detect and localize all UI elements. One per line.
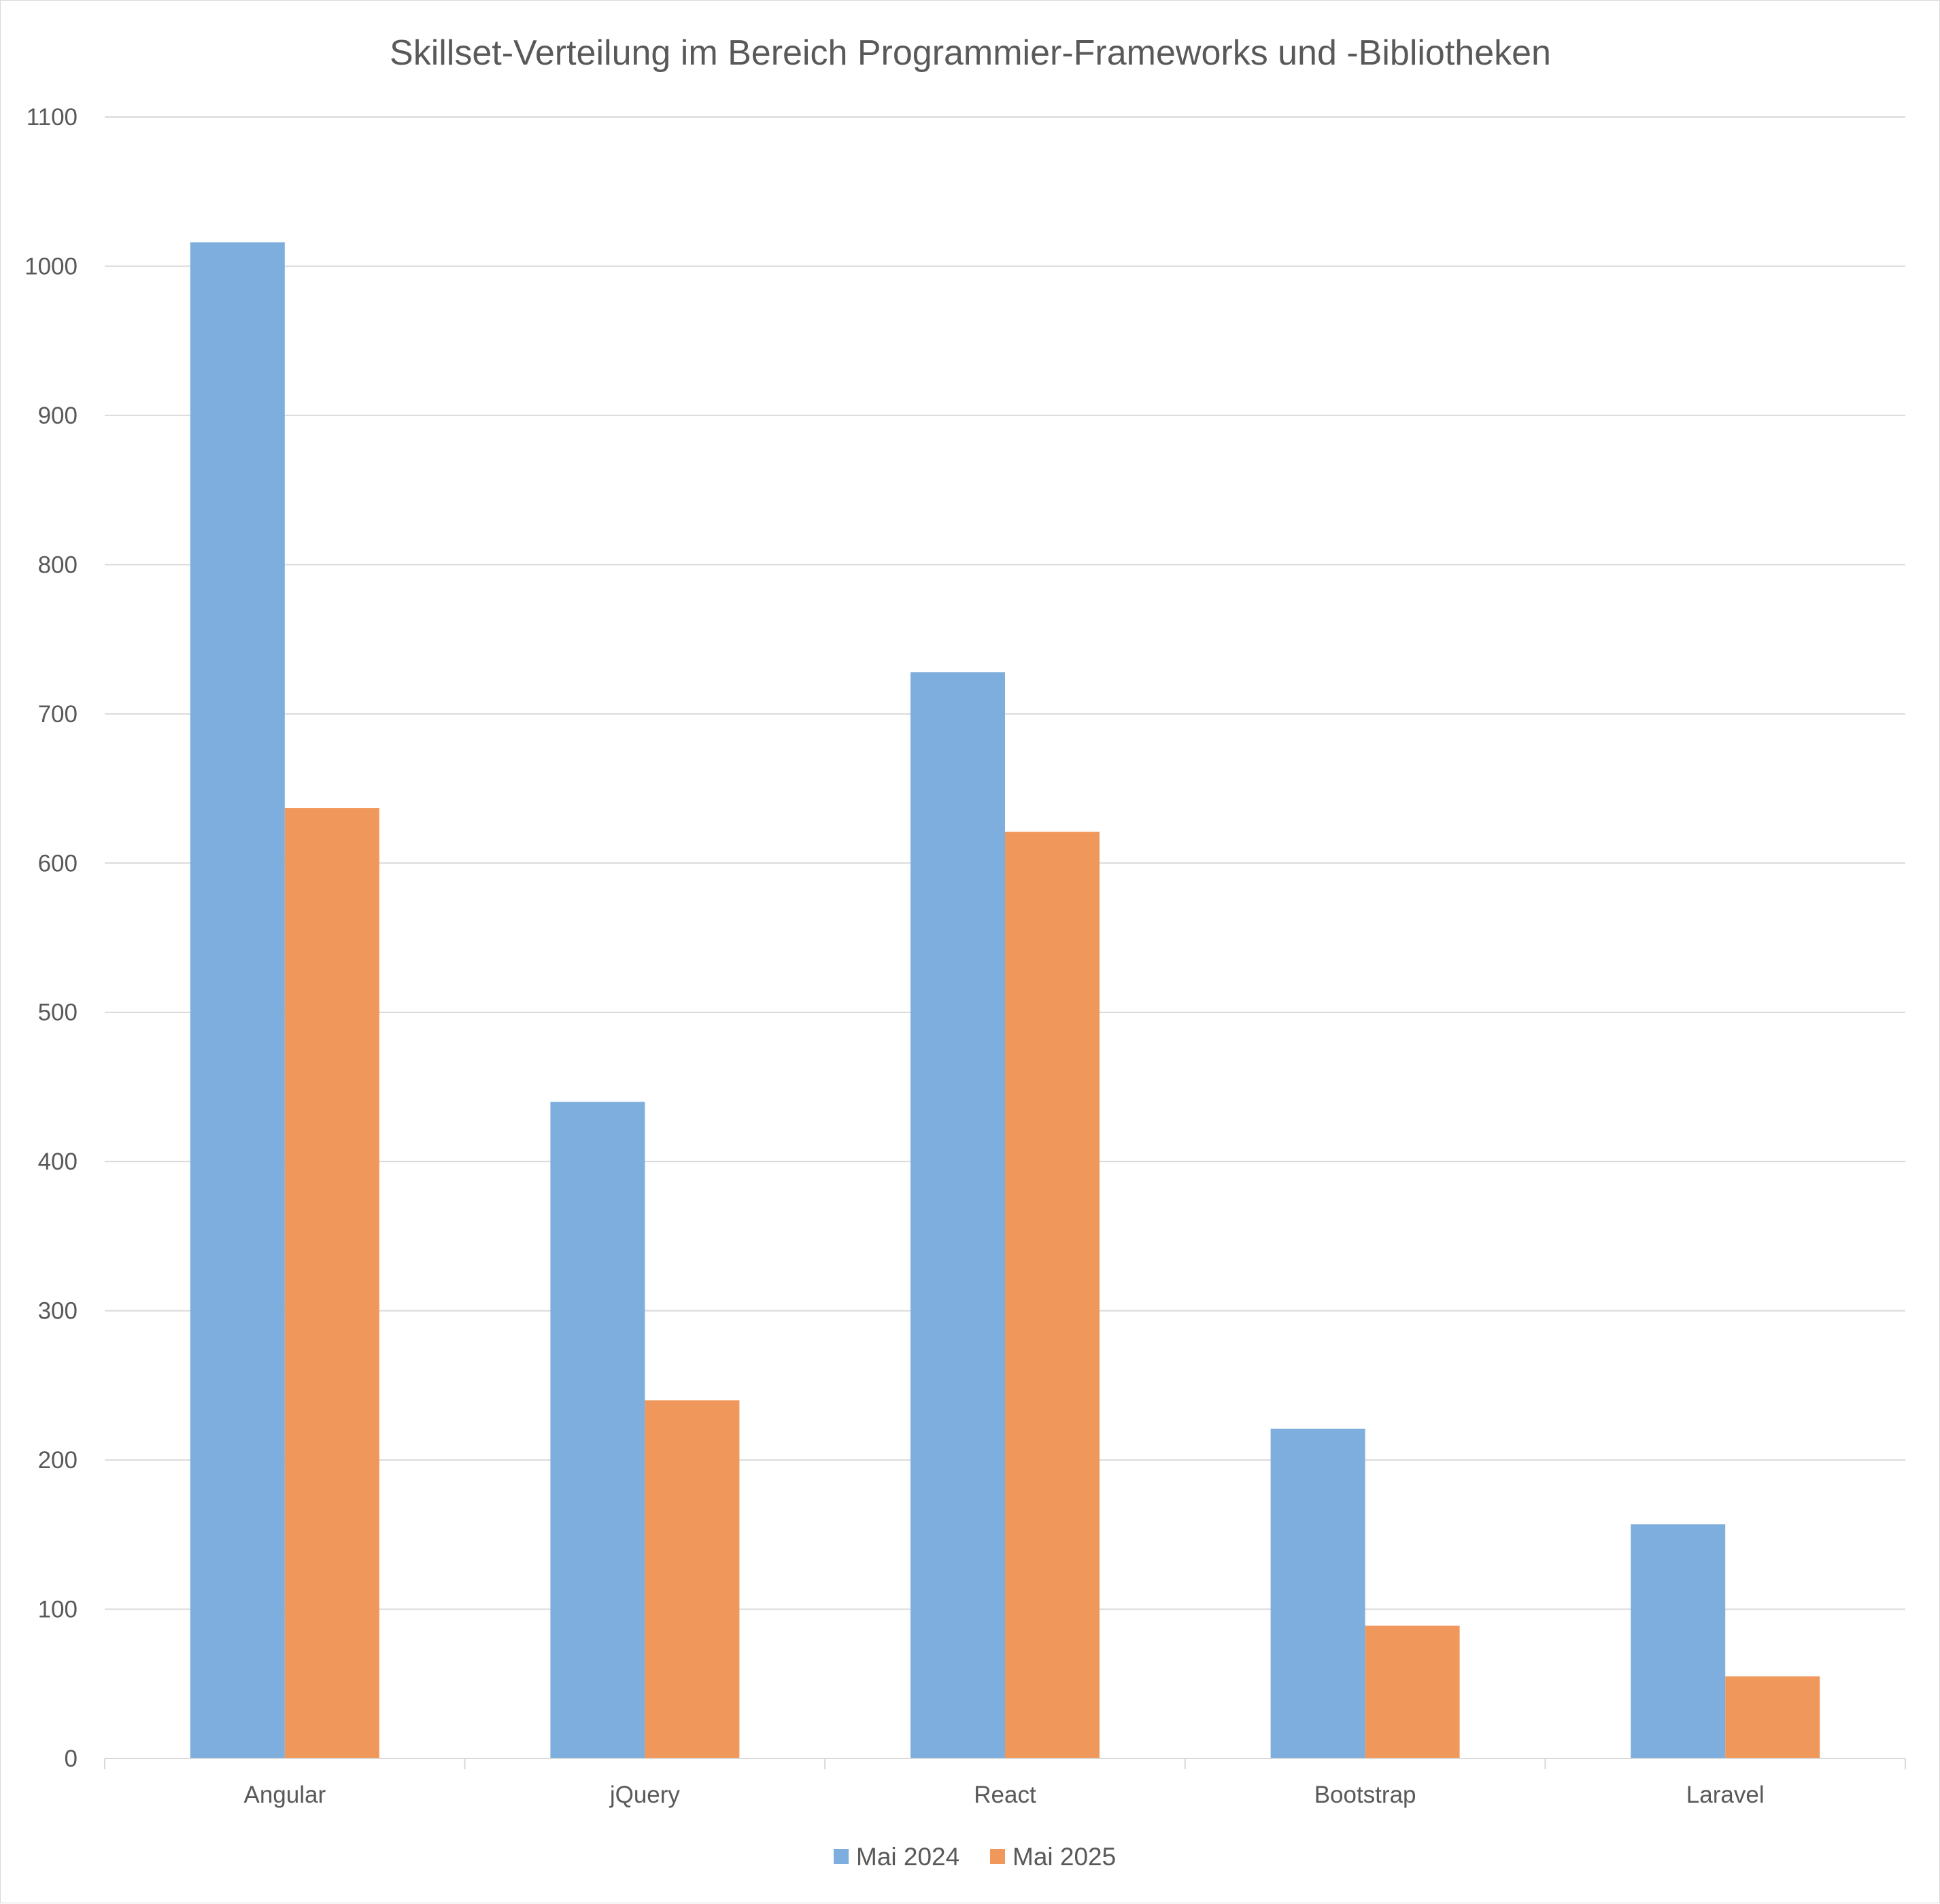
bar-bootstrap-mai-2025 [1365,1625,1460,1758]
bar-angular-mai-2024 [190,242,285,1759]
x-tick-label: Angular [243,1782,326,1808]
legend-label: Mai 2024 [856,1843,959,1871]
bars [190,242,1820,1759]
bar-react-mai-2025 [1005,832,1100,1758]
y-axis: 0 100 200 300 400 500 600 700 800 900 1000 1100 [24,104,78,1772]
y-tick-label: 700 [38,701,78,728]
y-tick-label: 0 [65,1746,78,1772]
bar-jquery-mai-2024 [550,1102,645,1758]
chart-title: Skillset-Verteilung im Bereich Programmi… [390,33,1551,73]
bar-react-mai-2024 [911,672,1005,1759]
x-tick-label: React [974,1782,1036,1808]
y-tick-label: 900 [38,403,78,429]
y-tick-label: 600 [38,850,78,877]
bar-jquery-mai-2025 [645,1400,740,1758]
x-tick-label: Laravel [1686,1782,1765,1808]
y-tick-label: 400 [38,1149,78,1175]
y-tick-label: 800 [38,551,78,578]
y-tick-label: 200 [38,1447,78,1474]
x-tick-label: Bootstrap [1314,1782,1416,1808]
bar-bootstrap-mai-2024 [1270,1429,1365,1758]
bar-angular-mai-2025 [284,808,379,1758]
legend-swatch [834,1849,849,1864]
y-tick-label: 500 [38,1000,78,1026]
y-tick-label: 100 [38,1597,78,1623]
bar-laravel-mai-2024 [1631,1524,1726,1758]
x-axis: Angular jQuery React Bootstrap Laravel [104,1758,1906,1808]
legend: Mai 2024 Mai 2025 [834,1843,1116,1871]
legend-swatch [990,1849,1005,1864]
y-tick-label: 1000 [24,253,78,279]
y-tick-label: 300 [38,1298,78,1325]
bar-laravel-mai-2025 [1725,1676,1820,1758]
x-tick-label: jQuery [609,1782,681,1808]
y-tick-label: 1100 [27,104,78,131]
legend-label: Mai 2025 [1012,1843,1116,1871]
